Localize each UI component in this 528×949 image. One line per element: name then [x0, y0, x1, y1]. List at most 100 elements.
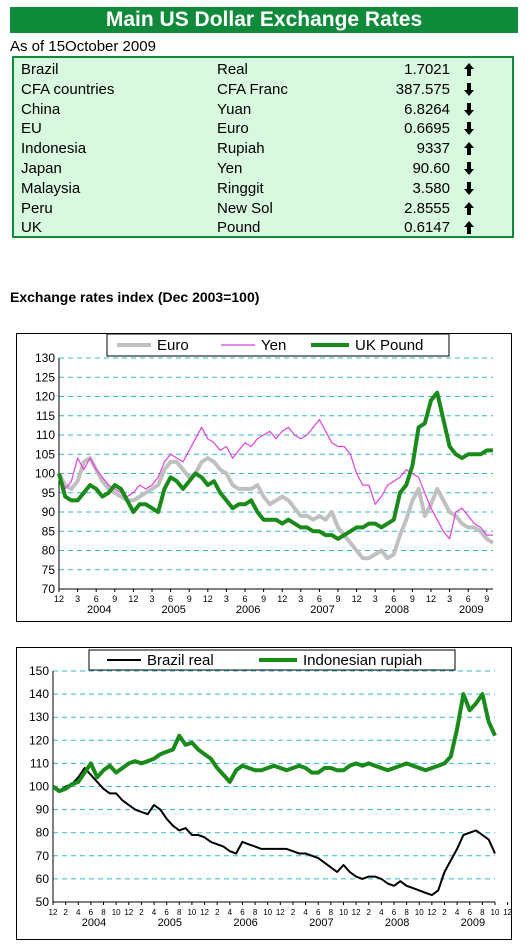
year-label: 2009 — [461, 917, 485, 929]
x-tick-label: 10 — [339, 908, 348, 917]
year-label: 2007 — [309, 917, 333, 929]
y-tick-label: 90 — [42, 505, 56, 519]
year-label: 2006 — [236, 604, 260, 616]
x-tick-label: 4 — [303, 908, 308, 917]
series-line-1 — [51, 692, 497, 794]
legend-label: Brazil real — [147, 652, 214, 669]
page-title-banner: Main US Dollar Exchange Rates — [10, 7, 518, 33]
x-tick-label: 8 — [329, 908, 334, 917]
rate-value: 6.8264 — [404, 100, 450, 118]
chart-1-svg: 70 75 80 85 90 95 100 105 110 115 120 125 130 12 3 6 9 12… — [35, 333, 495, 616]
year-label: 2004 — [82, 917, 106, 929]
rate-value: 1.7021 — [404, 61, 450, 78]
x-tick-label: 6 — [164, 908, 169, 917]
rate-country: Japan — [21, 160, 62, 177]
arrow-up-icon — [464, 63, 474, 76]
x-tick-label: 4 — [228, 908, 233, 917]
y-tick-label: 120 — [29, 733, 49, 747]
x-tick-label: 3 — [298, 594, 303, 604]
rate-row: China Yuan 6.8264 — [14, 101, 512, 121]
x-tick-label: 3 — [373, 594, 378, 604]
x-tick-label: 3 — [149, 594, 154, 604]
rate-row: Malaysia Ringgit 3.580 — [14, 180, 512, 200]
x-tick-label: 6 — [392, 908, 397, 917]
year-label: 2008 — [385, 917, 409, 929]
x-tick-label: 12 — [352, 908, 361, 917]
legend-label: UK Pound — [355, 337, 423, 354]
x-tick-label: 6 — [240, 908, 245, 917]
x-tick-label: 9 — [187, 594, 192, 604]
x-tick-label: 12 — [128, 594, 138, 604]
x-tick-label: 9 — [261, 594, 266, 604]
y-tick-label: 110 — [36, 428, 55, 442]
x-tick-label: 6 — [468, 908, 473, 917]
x-tick-label: 4 — [152, 908, 157, 917]
x-tick-label: 3 — [224, 594, 229, 604]
rate-country: EU — [21, 120, 42, 138]
x-tick-label: 2 — [366, 908, 371, 917]
x-tick-label: 6 — [317, 594, 322, 604]
series-line-0 — [52, 767, 496, 897]
x-tick-label: 12 — [54, 594, 64, 604]
x-tick-label: 10 — [112, 908, 121, 917]
x-tick-label: 9 — [335, 594, 340, 604]
arrow-down-icon — [464, 82, 474, 96]
x-tick-label: 10 — [263, 908, 272, 917]
rate-currency: Yuan — [217, 100, 252, 118]
x-tick-label: 8 — [480, 908, 485, 917]
x-tick-label: 2 — [63, 908, 68, 917]
rate-currency: Euro — [217, 120, 249, 138]
x-tick-label: 6 — [466, 594, 471, 604]
y-tick-label: 140 — [29, 687, 49, 701]
x-tick-label: 6 — [242, 594, 247, 604]
x-tick-label: 8 — [177, 908, 182, 917]
rate-row: Indonesia Rupiah 9337 — [14, 140, 512, 160]
x-tick-label: 10 — [187, 908, 196, 917]
y-tick-label: 125 — [35, 370, 55, 384]
rate-value: 3.580 — [412, 179, 450, 197]
rate-row: UK Pound 0.6147 — [14, 219, 512, 239]
x-tick-label: 6 — [391, 594, 396, 604]
rate-currency: Ringgit — [217, 179, 264, 197]
legend-label: Euro — [157, 337, 189, 354]
rate-value: 0.6695 — [404, 120, 450, 138]
x-tick-label: 9 — [112, 594, 117, 604]
y-tick-label: 110 — [30, 756, 49, 770]
chart-real-rupiah: 50 60 70 80 90 100 110 120 130 140 150 12 2 4 6 8 10 12 2 4… — [16, 647, 523, 940]
x-tick-label: 8 — [404, 908, 409, 917]
rate-row: Brazil Real 1.7021 — [14, 61, 512, 81]
rate-country: Brazil — [21, 61, 59, 78]
y-tick-label: 50 — [36, 895, 50, 909]
section-title: Exchange rates index (Dec 2003=100) — [10, 289, 260, 305]
rates-table: Brazil Real 1.7021 CFA countries CFA Franc 38… — [12, 56, 514, 238]
x-tick-label: 9 — [410, 594, 415, 604]
x-tick-label: 8 — [253, 908, 258, 917]
rate-country: Malaysia — [21, 179, 81, 197]
arrow-up-icon — [464, 142, 474, 156]
x-tick-label: 6 — [89, 908, 94, 917]
y-tick-label: 75 — [42, 563, 56, 577]
x-tick-label: 3 — [75, 594, 80, 604]
page-title: Main US Dollar Exchange Rates — [105, 8, 423, 31]
y-tick-label: 150 — [29, 664, 49, 678]
rate-value: 2.8555 — [404, 199, 450, 217]
rate-value: 0.6147 — [404, 219, 450, 237]
year-label: 2008 — [385, 604, 409, 616]
year-label: 2005 — [161, 604, 185, 616]
x-tick-label: 4 — [379, 908, 384, 917]
y-tick-label: 85 — [42, 524, 56, 538]
rate-value: 9337 — [416, 140, 450, 158]
y-tick-label: 90 — [36, 803, 50, 817]
rate-country: Peru — [21, 199, 53, 217]
series-line-2 — [57, 390, 493, 541]
y-tick-label: 120 — [35, 390, 55, 404]
chart-euro-yen-pound: 70 75 80 85 90 95 100 105 110 115 120 125 130 12 3 6 9 12… — [16, 333, 512, 622]
x-tick-label: 6 — [94, 594, 99, 604]
rate-country: UK — [21, 219, 42, 237]
rate-country: CFA countries — [21, 80, 115, 98]
series-line-1 — [58, 418, 493, 540]
rate-country: China — [21, 100, 61, 118]
x-tick-label: 6 — [316, 908, 321, 917]
rate-currency: Pound — [217, 219, 261, 237]
x-tick-label: 6 — [168, 594, 173, 604]
